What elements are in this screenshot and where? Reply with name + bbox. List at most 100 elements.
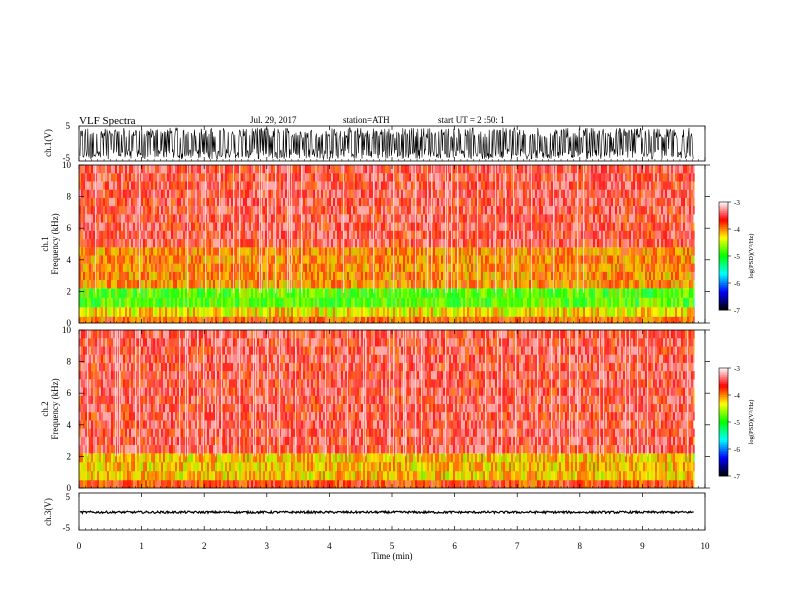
spectrogram-cell (255, 316, 257, 324)
spectrogram-cell (303, 230, 305, 240)
spectrogram-cell (311, 271, 313, 281)
spectrogram-cell (519, 280, 521, 289)
spectrogram-cell (573, 288, 575, 299)
spectrogram-cell (329, 288, 331, 299)
spectrogram-cell (339, 288, 341, 299)
spectrogram-cell (179, 214, 181, 223)
spectrogram-cell (97, 307, 99, 317)
spectrogram-cell (541, 247, 543, 256)
spectrogram-cell (193, 238, 195, 248)
spectrogram-cell (323, 173, 325, 182)
spectrogram-cell (481, 173, 483, 182)
spectrogram-cell (579, 206, 581, 215)
spectrogram-cell (301, 307, 303, 317)
spectrogram-cell (273, 288, 275, 299)
spectrogram-cell (533, 189, 535, 199)
spectrogram-cell (379, 307, 381, 317)
spectrogram-cell (503, 288, 505, 299)
spectrogram-cell (469, 173, 471, 182)
spectrogram-cell (473, 288, 475, 299)
spectrogram-cell (315, 173, 317, 182)
spectrogram-cell (425, 238, 427, 248)
spectrogram-cell (271, 255, 273, 264)
spectrogram-cell (241, 247, 243, 256)
spectrogram-cell (421, 297, 423, 308)
spectrogram-cell (357, 197, 359, 207)
spectrogram-cell (227, 230, 229, 240)
spectrogram-cell (123, 173, 125, 182)
spectrogram-cell (481, 165, 483, 174)
spectrogram-cell (585, 206, 587, 215)
spectrogram-cell (193, 263, 195, 273)
spectrogram-cell (253, 280, 255, 289)
spectrogram-cell (465, 297, 467, 308)
spectrogram-cell (125, 307, 127, 317)
spectrogram-cell (239, 316, 241, 324)
spectrogram-cell (341, 173, 343, 182)
spectrogram-cell (413, 297, 415, 308)
spectrogram-cell (571, 214, 573, 223)
spectrogram-cell (133, 307, 135, 317)
spectrogram-cell (229, 255, 231, 264)
spectrogram-cell (143, 222, 145, 232)
spectrogram-cell (349, 247, 351, 256)
spectrogram-cell (109, 263, 111, 273)
spectrogram-cell (107, 280, 109, 289)
spectrogram-cell (295, 165, 297, 174)
spectrogram-cell (449, 222, 451, 232)
spectrogram-cell (113, 230, 115, 240)
spectrogram-cell (555, 255, 557, 264)
spectrogram-cell (461, 297, 463, 308)
spectrogram-cell (319, 222, 321, 232)
spectrogram-cell (97, 197, 99, 207)
spectrogram-cell (229, 238, 231, 248)
spectrogram-cell (119, 206, 121, 215)
spectrogram-cell (281, 181, 283, 190)
spectrogram-cell (143, 280, 145, 289)
spectrogram-cell (487, 222, 489, 232)
spectrogram-cell (243, 280, 245, 289)
spectrogram-cell (253, 316, 255, 324)
spectrogram-cell (533, 173, 535, 182)
spectrogram-cell (511, 288, 513, 299)
spectrogram-cell (377, 214, 379, 223)
spectrogram-cell (109, 189, 111, 199)
spectrogram-cell (481, 238, 483, 248)
spectrogram-cell (179, 247, 181, 256)
spectrogram-cell (511, 165, 513, 174)
spectrogram-cell (87, 189, 89, 199)
spectrogram-cell (459, 247, 461, 256)
spectrogram-cell (345, 316, 347, 324)
spectrogram-cell (181, 189, 183, 199)
spectrogram-streak (289, 165, 291, 293)
spectrogram-cell (535, 247, 537, 256)
spectrogram-cell (483, 316, 485, 324)
spectrogram-cell (407, 173, 409, 182)
spectrogram-cell (523, 280, 525, 289)
spectrogram-cell (293, 165, 295, 174)
spectrogram-cell (441, 288, 443, 299)
spectrogram-cell (355, 316, 357, 324)
spectrogram-cell (245, 271, 247, 281)
spectrogram-cell (327, 197, 329, 207)
spectrogram-cell (241, 316, 243, 324)
spectrogram-cell (537, 247, 539, 256)
spectrogram-cell (171, 222, 173, 232)
spectrogram-cell (395, 247, 397, 256)
spectrogram-cell (567, 181, 569, 190)
spectrogram-cell (293, 238, 295, 248)
spectrogram-cell (179, 230, 181, 240)
spectrogram-cell (273, 238, 275, 248)
spectrogram-cell (195, 197, 197, 207)
spectrogram-cell (417, 173, 419, 182)
spectrogram-cell (79, 238, 81, 248)
spectrogram-cell (381, 307, 383, 317)
spectrogram-cell (335, 297, 337, 308)
spectrogram-cell (539, 271, 541, 281)
spectrogram-cell (351, 247, 353, 256)
spectrogram-cell (527, 316, 529, 324)
spectrogram-cell (99, 230, 101, 240)
spectrogram-cell (509, 173, 511, 182)
spectrogram-cell (115, 316, 117, 324)
spectrogram-cell (165, 230, 167, 240)
